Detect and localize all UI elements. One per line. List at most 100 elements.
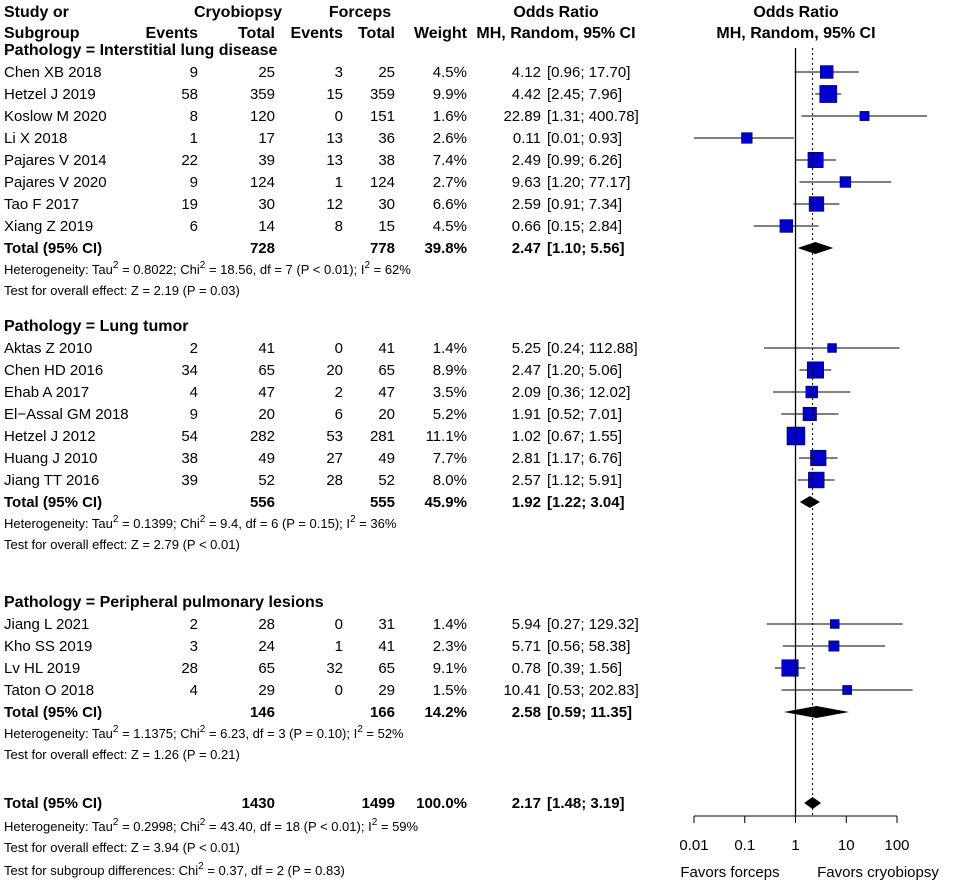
study-marker (779, 219, 794, 233)
events-cryo: 34 (181, 362, 198, 379)
subgroup-total-weight: 14.2% (424, 704, 467, 721)
header-plot-odds-ratio: Odds Ratio (753, 4, 839, 21)
weight: 2.3% (433, 638, 467, 655)
header-events-cryo: Events (146, 25, 199, 42)
study-marker (820, 65, 834, 79)
total-cryo: 28 (258, 616, 275, 633)
study-name: Huang J 2010 (4, 450, 97, 467)
subgroup-overall-effect: Test for overall effect: Z = 2.79 (P < 0… (4, 537, 240, 552)
overall-total-weight: 100.0% (416, 795, 467, 812)
events-forceps: 13 (326, 152, 343, 169)
subgroup-total-diamond (783, 706, 850, 718)
events-forceps: 28 (326, 472, 343, 489)
weight: 1.4% (433, 340, 467, 357)
total-cryo: 47 (258, 384, 275, 401)
x-tick-label: 1 (791, 837, 799, 854)
events-forceps: 0 (335, 616, 343, 633)
weight: 4.5% (433, 64, 467, 81)
odds-ratio: 10.41 (503, 682, 541, 699)
subgroup-total-total-forceps: 778 (370, 240, 395, 257)
subgroup-total-total-cryo: 146 (250, 704, 275, 721)
subgroup-total-weight: 45.9% (424, 494, 467, 511)
confidence-interval: [0.01; 0.93] (547, 130, 622, 147)
events-forceps: 8 (335, 218, 343, 235)
study-marker (839, 176, 852, 188)
header-method: MH, Random, 95% CI (476, 25, 635, 42)
study-name: Xiang Z 2019 (4, 218, 93, 235)
odds-ratio: 1.02 (512, 428, 541, 445)
total-forceps: 30 (378, 196, 395, 213)
odds-ratio: 2.47 (512, 362, 541, 379)
overall-effect: Test for overall effect: Z = 3.94 (P < 0… (4, 840, 240, 855)
confidence-interval: [0.91; 7.34] (547, 196, 622, 213)
total-cryo: 25 (258, 64, 275, 81)
events-cryo: 19 (181, 196, 198, 213)
events-forceps: 0 (335, 340, 343, 357)
subgroup-total-total-cryo: 556 (250, 494, 275, 511)
study-marker (819, 85, 838, 103)
header-odds-ratio: Odds Ratio (513, 4, 599, 21)
study-marker (828, 640, 840, 652)
study-marker (827, 343, 837, 353)
odds-ratio: 2.57 (512, 472, 541, 489)
confidence-interval: [0.15; 2.84] (547, 218, 622, 235)
header-forceps: Forceps (329, 4, 391, 21)
subgroup-total-label: Total (95% CI) (4, 704, 102, 721)
header-total-forceps: Total (358, 25, 395, 42)
events-forceps: 15 (326, 86, 343, 103)
study-name: Li X 2018 (4, 130, 67, 147)
study-marker (842, 685, 852, 695)
odds-ratio: 0.66 (512, 218, 541, 235)
confidence-interval: [0.99; 6.26] (547, 152, 622, 169)
subgroup-heterogeneity: Heterogeneity: Tau2 = 0.8022; Chi2 = 18.… (4, 260, 411, 277)
study-name: Jiang L 2021 (4, 616, 89, 633)
events-cryo: 2 (190, 340, 198, 357)
events-forceps: 53 (326, 428, 343, 445)
events-cryo: 2 (190, 616, 198, 633)
total-forceps: 49 (378, 450, 395, 467)
weight: 1.5% (433, 682, 467, 699)
study-name: Lv HL 2019 (4, 660, 80, 677)
total-forceps: 36 (378, 130, 395, 147)
odds-ratio: 1.91 (512, 406, 541, 423)
confidence-interval: [0.52; 7.01] (547, 406, 622, 423)
total-cryo: 120 (250, 108, 275, 125)
subgroup-total-odds-ratio: 1.92 (512, 494, 541, 511)
study-name: Aktas Z 2010 (4, 340, 92, 357)
header-plot-method: MH, Random, 95% CI (716, 25, 875, 42)
odds-ratio: 2.09 (512, 384, 541, 401)
total-cryo: 124 (250, 174, 275, 191)
total-forceps: 65 (378, 362, 395, 379)
total-cryo: 65 (258, 660, 275, 677)
study-marker (807, 152, 824, 168)
total-forceps: 15 (378, 218, 395, 235)
subgroup-total-total-forceps: 555 (370, 494, 395, 511)
total-forceps: 281 (370, 428, 395, 445)
total-forceps: 65 (378, 660, 395, 677)
weight: 2.6% (433, 130, 467, 147)
study-marker (802, 406, 817, 422)
study-name: Koslow M 2020 (4, 108, 107, 125)
study-name: Ehab A 2017 (4, 384, 89, 401)
subgroup-title: Pathology = Peripheral pulmonary lesions (4, 594, 324, 611)
events-cryo: 39 (181, 472, 198, 489)
events-cryo: 8 (190, 108, 198, 125)
study-name: Tao F 2017 (4, 196, 79, 213)
odds-ratio: 5.25 (512, 340, 541, 357)
confidence-interval: [0.67; 1.55] (547, 428, 622, 445)
subgroup-heterogeneity: Heterogeneity: Tau2 = 0.1399; Chi2 = 9.4… (4, 514, 397, 531)
study-marker (808, 196, 825, 212)
study-name: Hetzel J 2012 (4, 428, 96, 445)
x-tick-label: 0.1 (734, 837, 755, 854)
odds-ratio: 4.12 (512, 64, 541, 81)
subgroup-total-ci: [0.59; 11.35] (547, 704, 632, 721)
total-cryo: 24 (258, 638, 275, 655)
header-subgroup: Subgroup (4, 25, 80, 42)
x-tick-label: 10 (838, 837, 855, 854)
subgroup-total-total-cryo: 728 (250, 240, 275, 257)
study-marker (810, 449, 827, 467)
confidence-interval: [2.45; 7.96] (547, 86, 622, 103)
weight: 6.6% (433, 196, 467, 213)
study-marker (806, 361, 824, 379)
events-cryo: 4 (190, 682, 198, 699)
